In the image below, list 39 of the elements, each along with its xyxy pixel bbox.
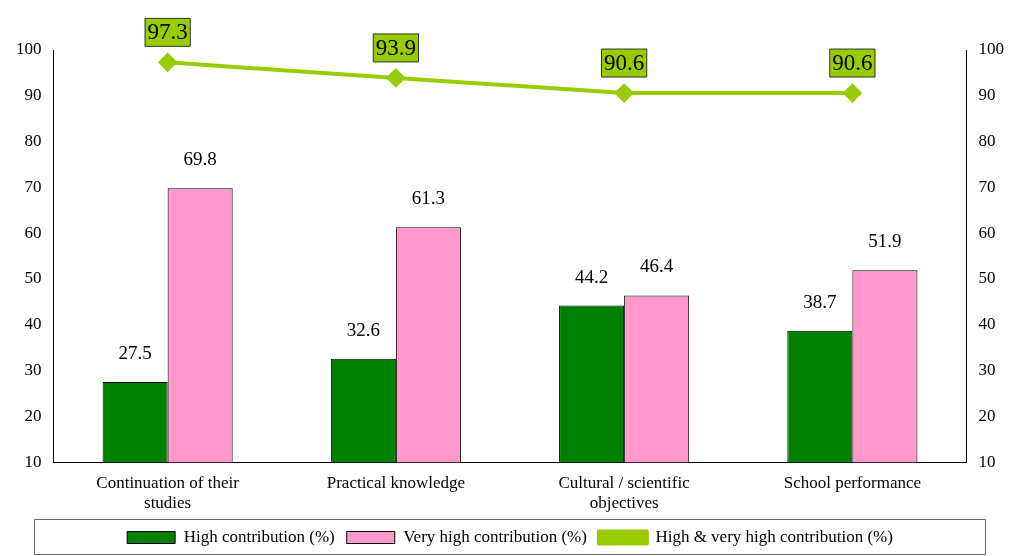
legend-label: High contribution (%) — [183, 526, 335, 546]
data-label: 69.8 — [183, 148, 217, 170]
x-tick-label: Continuation of their studies — [96, 472, 240, 513]
data-label: 90.6 — [604, 50, 645, 76]
data-label: 90.6 — [832, 50, 873, 76]
x-tick-label: School performance — [783, 472, 922, 492]
y-tick-label: 70 — [24, 176, 42, 196]
data-label: 32.6 — [346, 318, 380, 340]
data-label: 44.2 — [574, 265, 609, 287]
data-label: 38.7 — [803, 290, 837, 312]
y-tick-label: 90 — [24, 85, 42, 105]
y2-tick-label: 100 — [978, 39, 1004, 59]
y2-tick-label: 60 — [978, 222, 996, 242]
data-label: 93.9 — [375, 34, 416, 60]
y-tick-label: 20 — [24, 405, 42, 425]
y-tick-label: 80 — [24, 131, 42, 151]
y2-tick-label: 90 — [978, 85, 996, 105]
data-label: 27.5 — [118, 342, 152, 364]
data-label: 97.3 — [147, 19, 188, 45]
y-tick-label: 30 — [24, 360, 42, 380]
y2-tick-label: 40 — [978, 314, 996, 334]
y2-tick-label: 20 — [978, 405, 996, 425]
y-tick-label: 40 — [24, 314, 42, 334]
legend-label: Very high contribution (%) — [403, 526, 587, 546]
y2-tick-label: 80 — [978, 131, 996, 151]
y2-tick-label: 50 — [978, 268, 996, 288]
y2-tick-label: 70 — [978, 176, 996, 196]
y-tick-label: 50 — [24, 268, 42, 288]
data-label: 61.3 — [411, 187, 446, 209]
y-tick-label: 10 — [24, 451, 42, 471]
y-tick-label: 60 — [24, 222, 42, 242]
y2-tick-label: 10 — [978, 451, 996, 471]
data-label: 51.9 — [868, 230, 902, 252]
y2-tick-label: 30 — [978, 360, 996, 380]
data-label: 46.4 — [640, 255, 674, 277]
legend-label: High & very high contribution (%) — [655, 526, 893, 546]
y-tick-label: 100 — [16, 39, 42, 59]
x-tick-label: Cultural / scientific objectives — [558, 472, 691, 513]
x-tick-label: Practical knowledge — [326, 472, 466, 492]
